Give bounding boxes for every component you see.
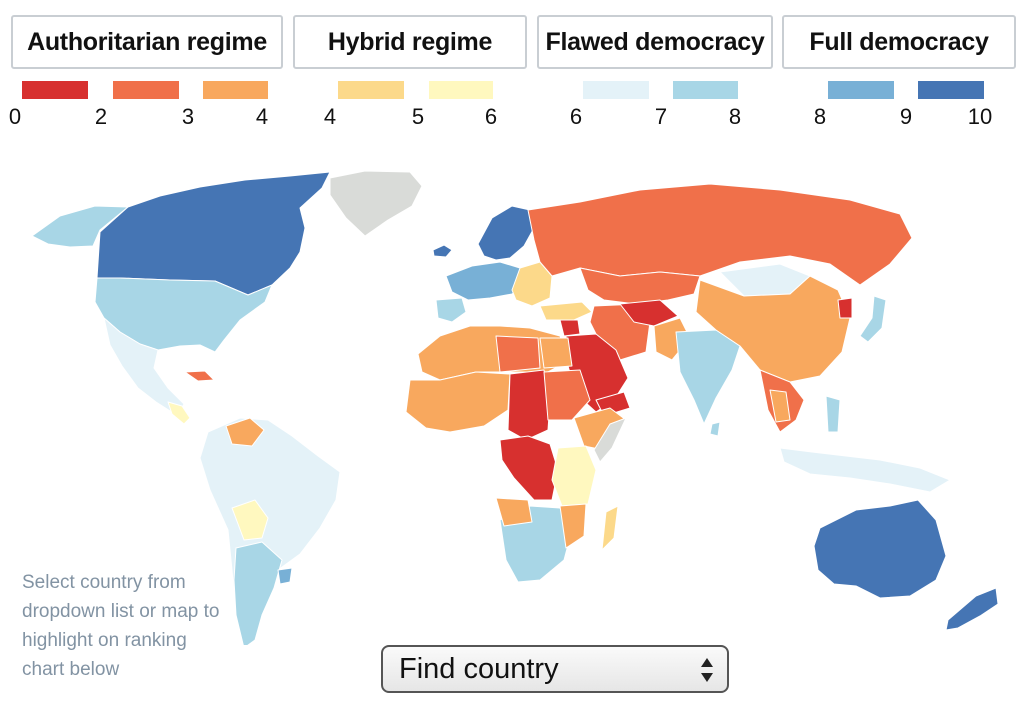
legend-tick: 2 xyxy=(94,104,108,129)
legend-swatch-6-7 xyxy=(583,81,649,99)
legend-tick: 6 xyxy=(484,104,498,129)
region-central-africa[interactable] xyxy=(499,435,559,501)
region-iberia[interactable] xyxy=(435,297,467,323)
region-bolivia[interactable] xyxy=(231,499,269,541)
region-syria[interactable] xyxy=(559,319,581,337)
region-southern-africa[interactable] xyxy=(499,505,573,583)
legend-swatch-9-10 xyxy=(918,81,984,99)
region-central-asia[interactable] xyxy=(579,267,701,305)
region-indonesia[interactable] xyxy=(779,447,951,493)
region-east-africa[interactable] xyxy=(551,445,597,507)
region-india[interactable] xyxy=(675,329,741,425)
legend-swatch-0-2 xyxy=(22,81,88,99)
find-country-dropdown[interactable]: Find country xyxy=(381,645,729,693)
region-mexico[interactable] xyxy=(103,317,185,417)
region-mozambique[interactable] xyxy=(559,503,587,549)
region-argentina[interactable] xyxy=(233,541,283,645)
region-cuba[interactable] xyxy=(184,370,215,382)
region-venezuela[interactable] xyxy=(225,417,265,447)
region-angola[interactable] xyxy=(495,497,533,527)
map-hint-text: Select country from dropdown list or map… xyxy=(22,572,220,680)
find-country-label: Find country xyxy=(399,652,559,685)
legend-tick: 6 xyxy=(569,104,583,129)
region-philippines[interactable] xyxy=(825,395,841,433)
legend-tick: 5 xyxy=(411,104,425,129)
region-sri-lanka[interactable] xyxy=(709,421,721,437)
region-sahel-east[interactable] xyxy=(507,369,551,441)
hybrid-regime-button[interactable]: Hybrid regime xyxy=(293,15,527,69)
region-madagascar[interactable] xyxy=(601,505,619,551)
region-libya[interactable] xyxy=(495,335,541,373)
legend-swatch-2-3 xyxy=(113,81,179,99)
legend-tick: 3 xyxy=(181,104,195,129)
region-somalia[interactable] xyxy=(593,417,627,463)
full-democracy-button[interactable]: Full democracy xyxy=(782,15,1016,69)
region-australia[interactable] xyxy=(813,499,947,599)
region-canada[interactable] xyxy=(96,171,331,296)
region-greenland[interactable] xyxy=(329,170,423,237)
legend-swatch-3-4 xyxy=(203,81,268,99)
legend-tick: 9 xyxy=(899,104,913,129)
legend-tick: 8 xyxy=(813,104,827,129)
region-west-africa[interactable] xyxy=(405,371,511,433)
legend-tick: 4 xyxy=(323,104,337,129)
region-china[interactable] xyxy=(695,275,851,383)
world-map[interactable] xyxy=(0,165,1024,645)
legend-tick: 10 xyxy=(967,104,993,129)
flawed-democracy-button[interactable]: Flawed democracy xyxy=(537,15,773,69)
region-afghanistan[interactable] xyxy=(619,299,679,327)
region-iceland[interactable] xyxy=(432,244,453,258)
legend-tick: 8 xyxy=(728,104,742,129)
legend-swatch-5-6 xyxy=(429,81,493,99)
region-egypt[interactable] xyxy=(539,337,573,369)
region-alaska[interactable] xyxy=(31,205,129,248)
authoritarian-regime-button[interactable]: Authoritarian regime xyxy=(11,15,283,69)
region-thailand[interactable] xyxy=(769,389,791,423)
region-sudan[interactable] xyxy=(543,369,591,421)
region-uruguay[interactable] xyxy=(277,567,293,585)
region-north-korea[interactable] xyxy=(837,297,853,319)
region-new-zealand[interactable] xyxy=(945,587,999,631)
region-scandinavia[interactable] xyxy=(477,205,535,261)
legend-swatch-7-8 xyxy=(673,81,738,99)
region-central-america[interactable] xyxy=(167,401,191,425)
legend-tick: 4 xyxy=(255,104,269,129)
legend-swatch-4-5 xyxy=(338,81,404,99)
region-russia[interactable] xyxy=(527,183,913,286)
region-japan[interactable] xyxy=(859,295,887,343)
legend-tick: 0 xyxy=(8,104,22,129)
region-turkey[interactable] xyxy=(539,301,593,321)
up-down-arrows-icon xyxy=(701,658,713,682)
legend-tick: 7 xyxy=(654,104,668,129)
legend-swatch-8-9 xyxy=(828,81,894,99)
